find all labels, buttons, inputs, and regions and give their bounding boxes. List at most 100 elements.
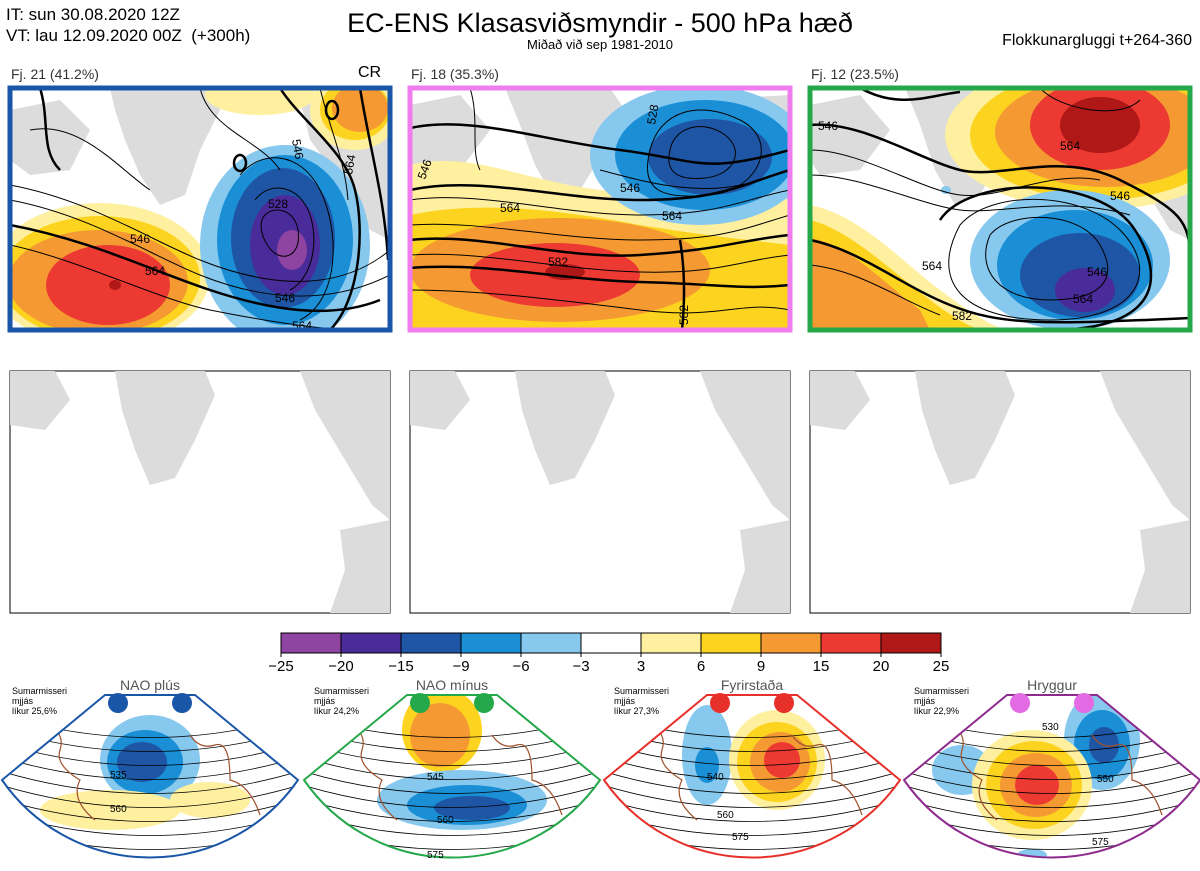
- regime-note: líkur 25,6%: [12, 706, 57, 716]
- contour-line: [604, 742, 900, 766]
- contour-label: 546: [620, 181, 640, 195]
- contour-line: [304, 770, 600, 794]
- panel-label-3: Fj. 12 (23.5%): [811, 66, 899, 82]
- contour-line: [904, 770, 1200, 794]
- regime-map: 545 560 575 NAO mínus Sumarmisserimjjáslíkur…: [302, 677, 602, 861]
- coastline: [351, 724, 398, 821]
- contour-label: 560: [110, 804, 127, 815]
- contour-label: 560: [437, 815, 454, 826]
- colorbar-swatch: [760, 632, 822, 654]
- contour-label: 528: [268, 197, 288, 211]
- regime-dot: [1010, 693, 1030, 713]
- header-title-block: EC-ENS Klasasviðsmyndir - 500 hPa hæð Mi…: [0, 8, 1200, 51]
- colorbar-tick-label: 20: [873, 658, 890, 675]
- coastline: [189, 734, 261, 816]
- regime-dot: [172, 693, 192, 713]
- contour-line: [604, 756, 900, 780]
- regime-frame: [902, 694, 1200, 859]
- regime-dot: [108, 693, 128, 713]
- empty-map-2: [409, 370, 791, 614]
- colorbar-swatch: [640, 632, 702, 654]
- page-title: EC-ENS Klasasviðsmyndir - 500 hPa hæð: [347, 8, 853, 38]
- colorbar-swatch: [460, 632, 522, 654]
- clustering-window: Flokkunargluggi t+264-360: [1002, 32, 1192, 49]
- header-times: IT: sun 30.08.2020 12Z VT: lau 12.09.202…: [6, 4, 250, 46]
- colorbar-tick-label: 15: [813, 658, 830, 675]
- colorbar-tick-label: −9: [452, 658, 469, 675]
- coastline: [49, 724, 96, 821]
- contour-label: 564: [341, 153, 358, 175]
- colorbar-tick-label: −3: [572, 658, 589, 675]
- contour-line: [604, 798, 900, 822]
- anomaly-blob: [1017, 849, 1047, 858]
- colorbar-swatch: [520, 632, 582, 654]
- colorbar-swatch: [400, 632, 462, 654]
- contour-label: 575: [1092, 837, 1109, 848]
- cluster-map-2: 528 546 564 546 564 582 582: [407, 85, 793, 333]
- regime-note: mjjás: [914, 696, 936, 706]
- contour-line: [2, 784, 298, 808]
- colorbar-swatch: [700, 632, 762, 654]
- regime-dot: [774, 693, 794, 713]
- regime-name: NAO mínus: [416, 677, 488, 693]
- anomaly-blob: [1015, 765, 1059, 805]
- contour-line: [904, 756, 1200, 780]
- contour-label: 530: [1042, 722, 1059, 733]
- cluster-map-3: 546 564 546 564 564 546 582: [807, 85, 1193, 333]
- contour-label: 546: [1087, 265, 1107, 279]
- contour-label: 575: [427, 850, 444, 861]
- colorbar-tick-label: 3: [637, 658, 645, 675]
- contour-label: 546: [130, 232, 150, 246]
- colorbar-swatch: [280, 632, 342, 654]
- contour-label: 546: [1110, 189, 1130, 203]
- regime-name: Fyrirstaða: [721, 677, 783, 693]
- regime-frame: [602, 694, 902, 859]
- contour-line: [904, 784, 1200, 808]
- contour-label: 528: [644, 103, 661, 125]
- contour-label: 560: [717, 810, 734, 821]
- colorbar-tick-label: −6: [512, 658, 529, 675]
- regime-dot: [710, 693, 730, 713]
- contour-label: 535: [110, 770, 127, 781]
- contour-label: 564: [922, 259, 942, 273]
- page-subtitle: Miðað við sep 1981-2010: [527, 37, 673, 52]
- anomaly-blob: [40, 790, 180, 830]
- contour-label: 564: [662, 209, 682, 223]
- regime-note: Sumarmisseri: [614, 686, 669, 696]
- contour-line: [604, 784, 900, 808]
- coastline: [791, 734, 863, 816]
- regime-frame: [0, 694, 300, 859]
- contour-label: 564: [1073, 292, 1093, 306]
- panel-corner-text: CR: [358, 64, 382, 81]
- contour-line: [304, 742, 600, 766]
- contour-line: [2, 756, 298, 780]
- coastline: [951, 724, 998, 821]
- regime-note: líkur 27,3%: [614, 706, 659, 716]
- contour-label: 564: [292, 319, 312, 333]
- panel-frame-3: [807, 85, 1193, 333]
- contour-label: 564: [1060, 139, 1080, 153]
- contour-label: 546: [275, 291, 295, 305]
- contour-label: 575: [732, 832, 749, 843]
- contour-line: [2, 742, 298, 766]
- valid-time: VT: lau 12.09.2020 00Z (+300h): [6, 26, 251, 45]
- regime-name: NAO plús: [120, 677, 180, 693]
- coastline: [491, 734, 563, 816]
- anomaly-blob: [170, 782, 250, 818]
- contour-line: [904, 798, 1200, 822]
- contour-label: 546: [818, 119, 838, 133]
- regime-note: Sumarmisseri: [314, 686, 369, 696]
- colorbar: −25 −20 −15 −9 −6 −3 3 6 9 15 20 25: [268, 632, 949, 675]
- anomaly-blob: [434, 796, 510, 820]
- colorbar-tick-label: 9: [757, 658, 765, 675]
- contour-label: 564: [145, 264, 165, 278]
- contour-label: 564: [500, 201, 520, 215]
- init-time: IT: sun 30.08.2020 12Z: [6, 5, 180, 24]
- coastline: [651, 724, 698, 821]
- colorbar-tick-label: −15: [388, 658, 413, 675]
- colorbar-tick-label: −20: [328, 658, 353, 675]
- contour-line: [304, 756, 600, 780]
- regime-note: mjjás: [314, 696, 336, 706]
